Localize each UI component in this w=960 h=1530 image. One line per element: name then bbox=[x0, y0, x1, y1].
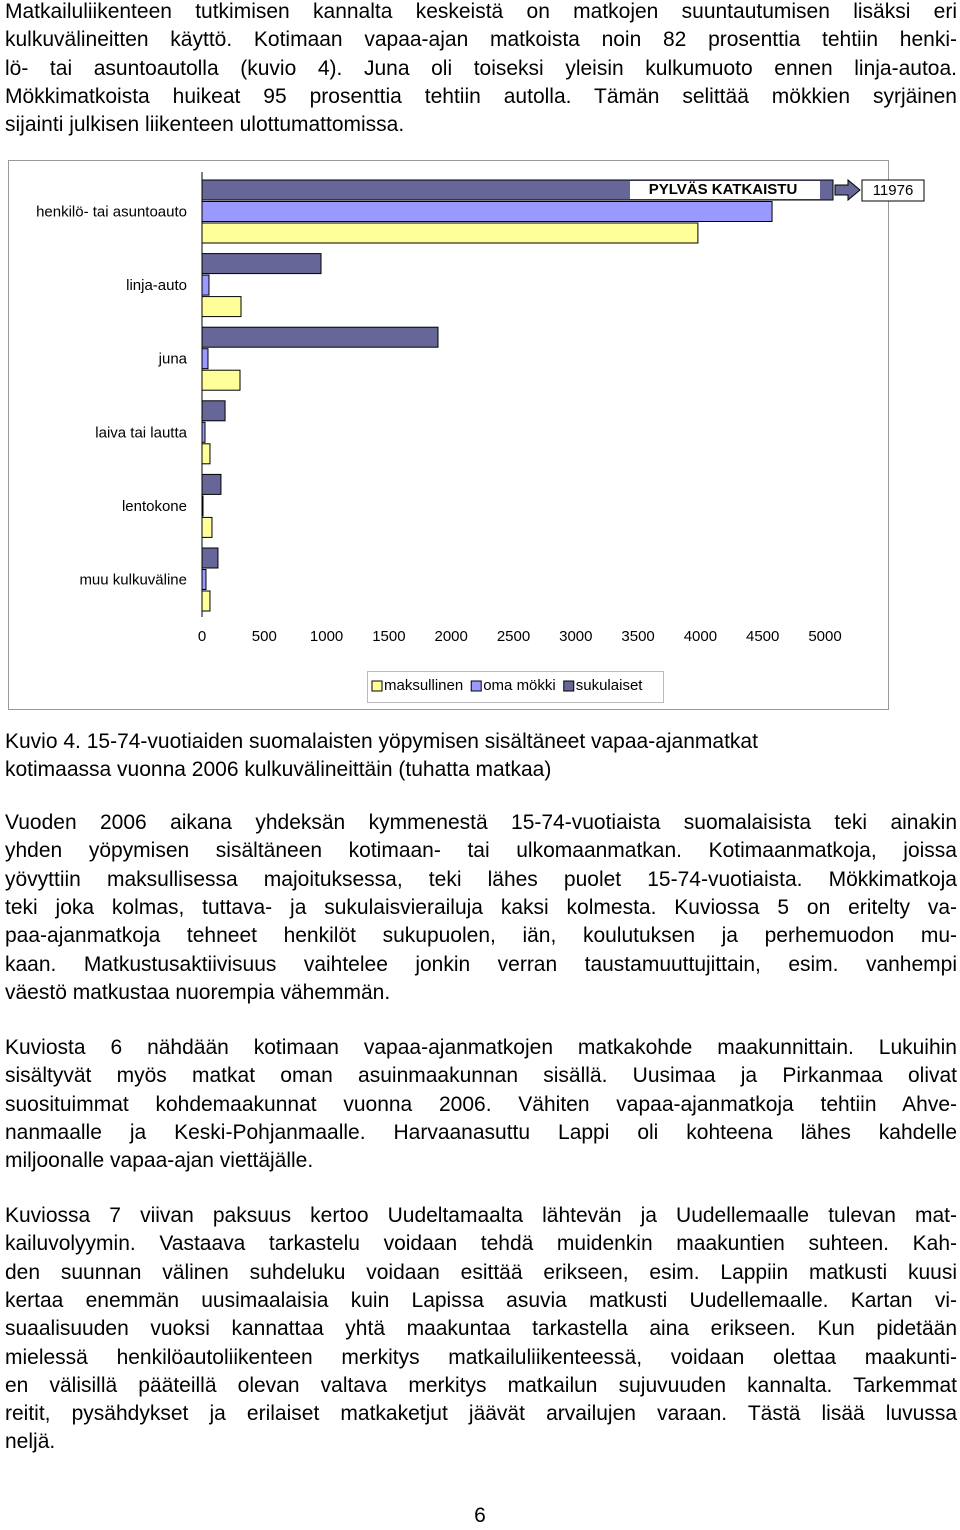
break-annotation: PYLVÄS KATKAISTU bbox=[649, 181, 798, 198]
chart-frame bbox=[8, 160, 889, 710]
text-line: kailuvolyymin. Vastaava tarkastelu voida… bbox=[5, 1232, 957, 1256]
text-line: miljoonalle vapaa-ajan viettäjälle. bbox=[5, 1149, 314, 1173]
category-label: muu kulkuväline bbox=[79, 571, 187, 588]
text-line: yövyttiin maksullisessa majoituksessa, t… bbox=[5, 867, 957, 891]
bar bbox=[201, 253, 322, 275]
text-line: sijainti julkisen liikenteen ulottumatto… bbox=[5, 113, 405, 137]
text-line: Mökkimatkoista huikeat 95 prosenttia teh… bbox=[5, 84, 957, 108]
value-box bbox=[861, 179, 925, 202]
bar bbox=[201, 516, 213, 538]
x-tick-label: 3000 bbox=[559, 628, 592, 645]
bar bbox=[201, 547, 219, 569]
text-line: nanmaalle ja Keski-Pohjanmaalle. Harvaan… bbox=[5, 1120, 957, 1144]
legend-swatch bbox=[371, 680, 383, 692]
break-arrow bbox=[834, 178, 861, 202]
text-line: kertaa enemmän uusimaalaisia kuin Lapiss… bbox=[5, 1288, 957, 1312]
bar bbox=[201, 569, 207, 590]
bar bbox=[201, 274, 210, 296]
value-label: 11976 bbox=[873, 182, 914, 199]
x-tick-label: 2500 bbox=[497, 628, 530, 645]
category-label: linja-auto bbox=[126, 277, 187, 294]
bar bbox=[201, 326, 439, 348]
bar bbox=[201, 473, 222, 495]
legend-swatch bbox=[563, 680, 575, 692]
x-tick-label: 500 bbox=[252, 628, 277, 645]
text-line: kaan. Matkustusaktiivisuus vaihtelee jon… bbox=[5, 952, 957, 976]
category-label: lentokone bbox=[122, 498, 187, 515]
legend-box bbox=[367, 671, 664, 703]
text-line: Kuvio 4. 15-74-vuotiaiden suomalaisten y… bbox=[5, 730, 758, 753]
x-tick-label: 1500 bbox=[372, 628, 405, 645]
break-label-box bbox=[630, 181, 820, 199]
bar bbox=[201, 400, 226, 422]
category-label: juna bbox=[158, 351, 188, 368]
legend-label: maksullinen bbox=[384, 677, 463, 694]
bar bbox=[201, 421, 206, 443]
bar bbox=[201, 369, 241, 391]
category-label: laiva tai lautta bbox=[95, 424, 187, 441]
text-line: kotimaassa vuonna 2006 kulkuvälineittäin… bbox=[5, 758, 552, 781]
text-line: suosituimmat kohdemaakunnat vuonna 2006.… bbox=[5, 1092, 957, 1116]
text-line: yhden yöpymisen sisältäneen kotimaan- ta… bbox=[5, 839, 957, 863]
text-line: paa-ajanmatkoja tehneet henkilöt sukupuo… bbox=[5, 924, 957, 948]
x-tick-label: 3500 bbox=[621, 628, 654, 645]
bar bbox=[201, 590, 211, 612]
bar bbox=[201, 348, 209, 370]
legend-swatch bbox=[470, 680, 482, 692]
legend-label: sukulaiset bbox=[576, 677, 644, 694]
text-line: suaalisuuden vuoksi kannattaa yhtä maaku… bbox=[5, 1317, 957, 1341]
category-label: henkilö- tai asuntoauto bbox=[36, 203, 187, 220]
text-line: neljä. bbox=[5, 1430, 56, 1454]
text-line: Matkailuliikenteen tutkimisen kannalta k… bbox=[5, 0, 957, 23]
text-line: Kuviosta 6 nähdään kotimaan vapaa-ajanma… bbox=[5, 1036, 957, 1059]
bar bbox=[201, 443, 211, 465]
page-number: 6 bbox=[474, 1504, 486, 1527]
bar bbox=[201, 222, 699, 244]
text-line: kulkuvälineitten käyttö. Kotimaan vapaa-… bbox=[5, 28, 957, 52]
text-line: teki joka kolmas, tuttava- ja sukulaisvi… bbox=[5, 895, 957, 919]
x-tick-label: 5000 bbox=[808, 628, 841, 645]
text-line: lö- tai asuntoautolla (kuvio 4). Juna ol… bbox=[5, 56, 957, 80]
legend-label: oma mökki bbox=[483, 677, 556, 694]
x-tick-label: 0 bbox=[198, 628, 206, 645]
text-line: väestö matkustaa nuorempia vähemmän. bbox=[5, 980, 391, 1004]
x-tick-label: 1000 bbox=[310, 628, 343, 645]
x-tick-label: 4500 bbox=[746, 628, 779, 645]
text-line: den suunnan välinen suhdeluku voidaan es… bbox=[5, 1260, 957, 1284]
x-tick-label: 4000 bbox=[684, 628, 717, 645]
bar bbox=[201, 296, 242, 318]
text-line: en välisillä pääteillä olevan valtava me… bbox=[5, 1373, 957, 1397]
text-line: mielessä henkilöautoliikenteen merkitys … bbox=[5, 1345, 957, 1369]
chart: 0 500 1000 1500 2000 2500 3000 3500 4000 4500 5000… bbox=[8, 160, 925, 710]
text-line: Kuviossa 7 viivan paksuus kertoo Uudelta… bbox=[5, 1204, 957, 1227]
text-line: sisältyvät myös matkat oman asuinmaakunn… bbox=[5, 1064, 957, 1088]
text-line: Vuoden 2006 aikana yhdeksän kymmenestä 1… bbox=[5, 811, 957, 834]
x-tick-label: 2000 bbox=[435, 628, 468, 645]
bar bbox=[201, 495, 204, 517]
bar bbox=[201, 201, 773, 222]
text-line: reitit, pysähdykset ja erilaiset matkake… bbox=[5, 1402, 957, 1426]
